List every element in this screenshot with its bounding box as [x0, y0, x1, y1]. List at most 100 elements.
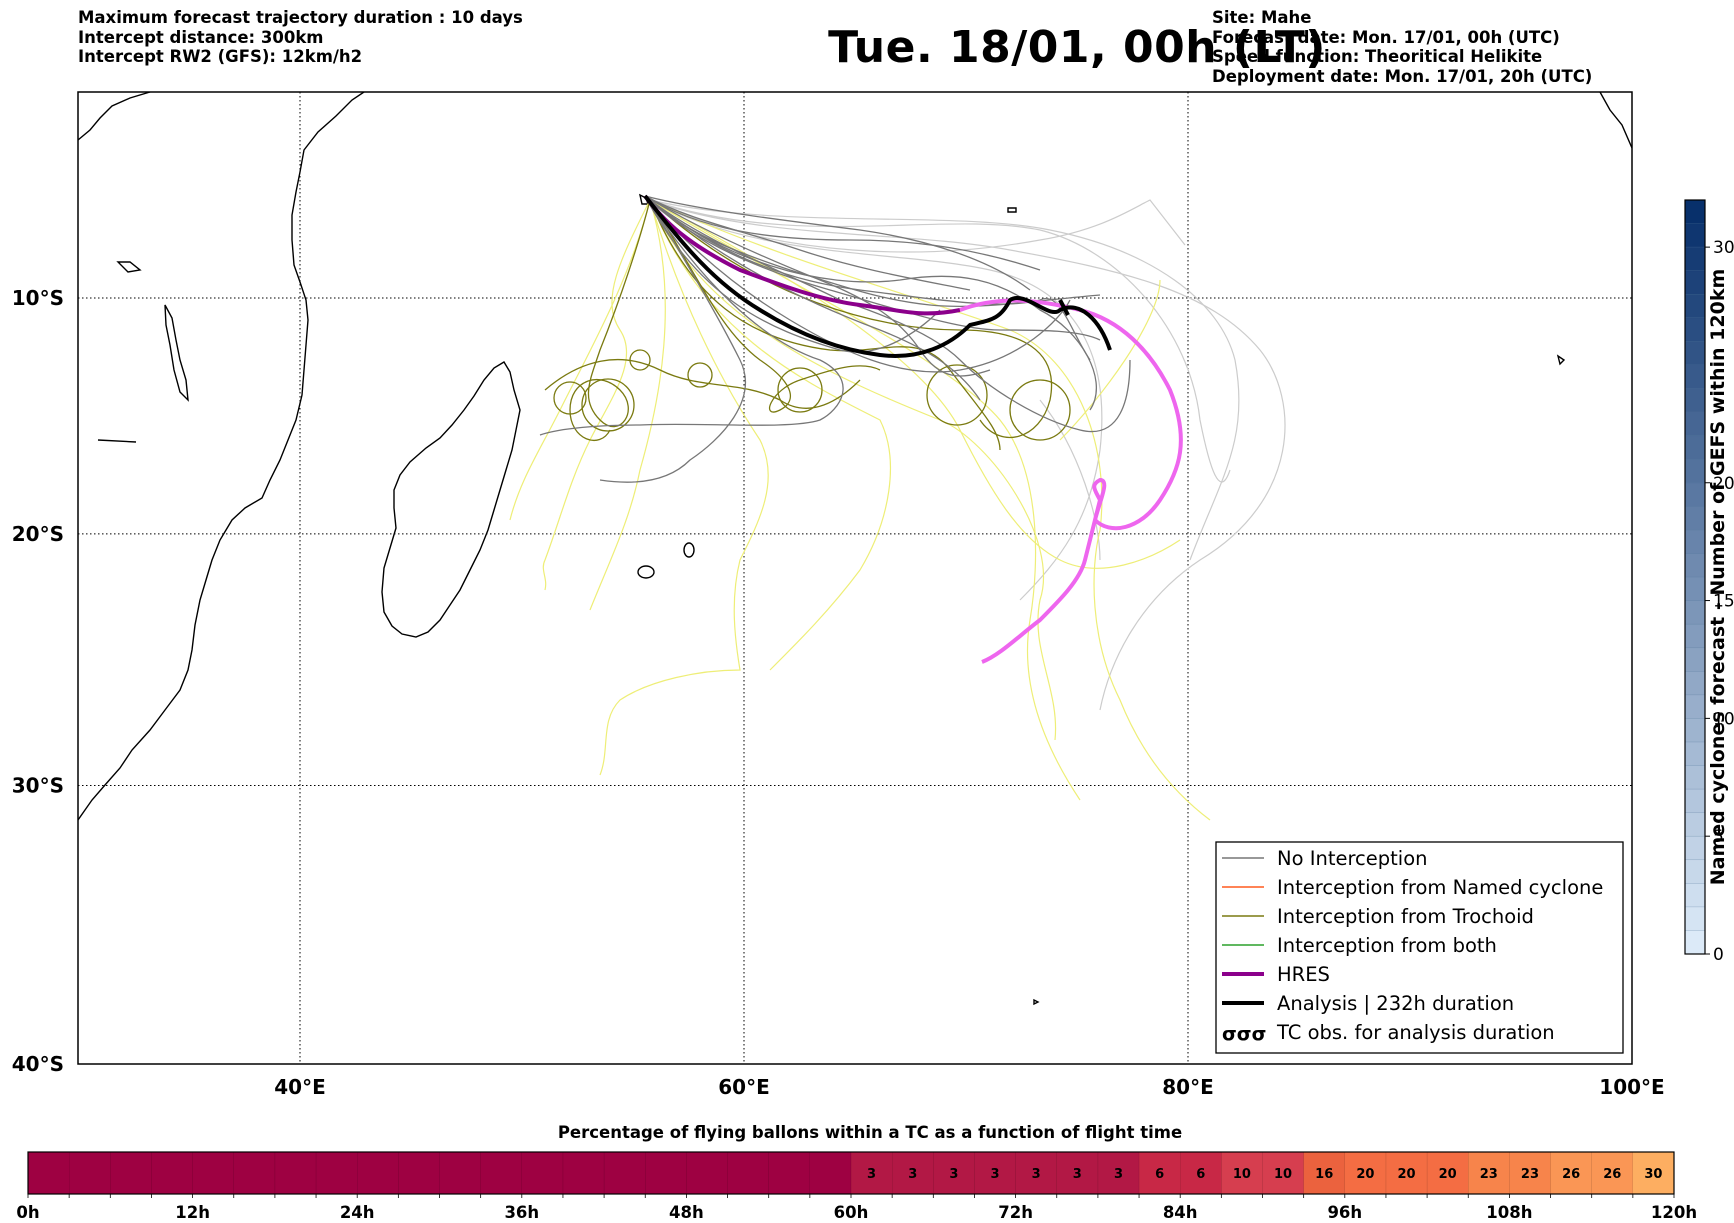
right-colorbar-cell	[1685, 624, 1705, 649]
header-deployment-date: Deployment date: Mon. 17/01, 20h (UTC)	[1212, 66, 1593, 86]
loop-4	[926, 364, 988, 426]
bottom-colorbar-value: 20	[1397, 1167, 1415, 1182]
island-small-1	[1007, 207, 1017, 213]
bottom-colorbar-ticks: 0h 12h 24h 36h 48h 60h 72h 84h 96h 108h 120h	[16, 1194, 1697, 1222]
traj-yellow-2	[509, 199, 651, 521]
legend-box	[1215, 841, 1624, 1054]
right-colorbar-tick-label: 5	[1713, 827, 1724, 847]
loop-1	[581, 378, 635, 432]
right-colorbar-cell	[1685, 529, 1705, 554]
africa-coast	[78, 92, 365, 821]
bottom-colorbar-cell	[480, 1152, 523, 1194]
bottom-colorbar-cell	[1385, 1152, 1428, 1194]
right-colorbar-ticks: 0 5 10 15 20 30	[1705, 238, 1734, 965]
bottom-colorbar-cell	[1303, 1152, 1346, 1194]
traj-gray-8	[539, 195, 844, 436]
right-colorbar-label: Named cyclones forecast - Number of GEFS…	[1707, 269, 1729, 886]
island-small-3	[1033, 998, 1040, 1006]
bottom-colorbar-cell	[439, 1152, 482, 1194]
hres-trajectory	[643, 194, 961, 316]
bottom-colorbar-tick-label: 0h	[16, 1203, 39, 1222]
bottom-colorbar-cell	[69, 1152, 111, 1194]
sumatra-edge	[1599, 92, 1632, 149]
traj-light-2	[649, 199, 1240, 561]
bottom-colorbar-value: 26	[1562, 1167, 1580, 1182]
right-colorbar-cell	[1685, 694, 1705, 719]
right-colorbar-tick-label: 10	[1713, 709, 1734, 729]
legend-label: No Interception	[1277, 847, 1428, 870]
page-title-wrap: Tue. 18/01, 00h (LT)	[0, 22, 1734, 73]
bottom-colorbar-value: 3	[867, 1167, 876, 1182]
right-colorbar-cell	[1685, 200, 1705, 225]
traj-gray-10	[644, 195, 1131, 433]
bottom-colorbar-cell	[645, 1152, 687, 1194]
bottom-colorbar-value: 16	[1315, 1167, 1333, 1182]
lon-tick-label: 80°E	[1162, 1075, 1214, 1099]
right-colorbar-cell	[1685, 577, 1705, 602]
lat-tick-label: 30°S	[12, 773, 64, 797]
page-title: Tue. 18/01, 00h (LT)	[828, 22, 1326, 73]
right-colorbar-cell	[1685, 482, 1705, 507]
bottom-colorbar-cell	[1097, 1152, 1140, 1194]
lon-tick-label: 100°E	[1599, 1075, 1664, 1099]
bottom-colorbar-cell	[1139, 1152, 1181, 1194]
bottom-colorbar-cell	[974, 1152, 1017, 1194]
right-colorbar: 0 5 10 15 20 30 Named cyclones forecast - Num…	[1684, 199, 1734, 965]
bottom-colorbar-cell	[892, 1152, 934, 1194]
traj-gray-3	[644, 195, 1071, 373]
right-colorbar-cell	[1685, 270, 1705, 295]
right-colorbar-cell	[1685, 859, 1705, 884]
island-reunion	[637, 565, 655, 579]
right-colorbar-cells	[1685, 200, 1705, 955]
header-max-duration: Maximum forecast trajectory duration : 1…	[78, 8, 523, 27]
island-mauritius	[683, 542, 695, 558]
bottom-colorbar-cell	[809, 1152, 852, 1194]
bottom-colorbar-cell	[521, 1152, 564, 1194]
right-colorbar-cell	[1685, 223, 1705, 248]
right-colorbar-frame	[1684, 199, 1706, 955]
island-comoros	[164, 304, 189, 402]
island-small-2	[1556, 354, 1566, 366]
axis-labels: 40°E 60°E 80°E 100°E 10°S 20°S 30°S 40°S	[12, 286, 1665, 1099]
right-colorbar-cell	[1685, 671, 1705, 696]
bottom-colorbar-cell	[316, 1152, 358, 1194]
bottom-colorbar-cell	[1468, 1152, 1510, 1194]
traj-trochoid-3	[649, 199, 1001, 451]
analysis-trajectory	[643, 194, 1112, 358]
right-colorbar-cell	[1685, 812, 1705, 837]
right-colorbar-cell	[1685, 906, 1705, 931]
gridlines	[78, 92, 1632, 1064]
right-colorbar-cell	[1685, 317, 1705, 342]
loop-5	[1009, 379, 1071, 441]
legend-label: Interception from Named cyclone	[1277, 876, 1603, 899]
legend-label: HRES	[1277, 963, 1330, 986]
traj-yellow-4	[649, 199, 891, 671]
bottom-colorbar-value: 26	[1603, 1167, 1621, 1182]
header-intercept-rw2: Intercept RW2 (GFS): 12km/h2	[78, 47, 363, 66]
bottom-colorbar-value: 3	[1114, 1167, 1123, 1182]
header-left-info: Maximum forecast trajectory duration : 1…	[78, 8, 523, 67]
right-colorbar-cell	[1685, 553, 1705, 578]
traj-yellow-8	[599, 199, 769, 776]
header-speed-function: Speed function: Theoritical Helikite	[1212, 47, 1543, 66]
bottom-colorbar-value: 3	[991, 1167, 1000, 1182]
bottom-colorbar-cell	[233, 1152, 276, 1194]
madagascar-coast	[381, 361, 521, 638]
bottom-colorbar-value: 23	[1521, 1167, 1539, 1182]
lat-tick-label: 20°S	[12, 522, 64, 546]
bottom-colorbar-cell	[192, 1152, 235, 1194]
right-colorbar-cell	[1685, 364, 1705, 389]
right-colorbar-tick-label: 30	[1713, 238, 1734, 258]
traj-gray-6	[644, 195, 981, 401]
bottom-colorbar-cell	[357, 1152, 399, 1194]
bottom-colorbar-cell	[686, 1152, 729, 1194]
right-colorbar-cell	[1685, 789, 1705, 814]
loop-3	[777, 367, 823, 413]
right-colorbar-cell	[1685, 459, 1705, 484]
traj-trochoid-4	[649, 199, 1053, 438]
bottom-colorbar-cell	[1180, 1152, 1222, 1194]
right-colorbar-tick-label: 0	[1713, 945, 1724, 965]
legend-label: Interception from both	[1277, 934, 1497, 957]
traj-trochoid-5	[544, 358, 861, 409]
loop-2	[553, 381, 587, 415]
